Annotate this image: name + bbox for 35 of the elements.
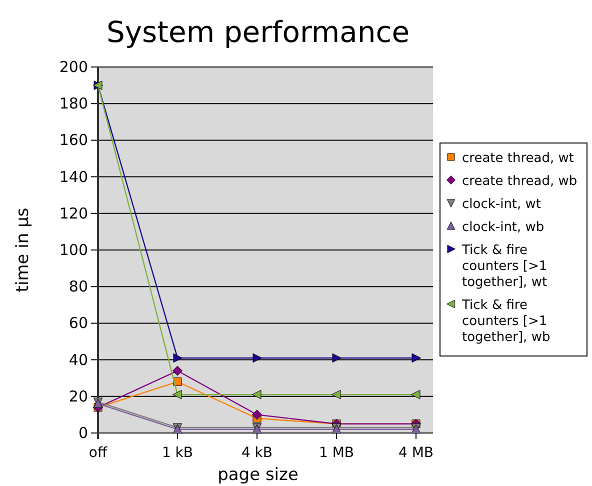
y-tick-label: 120 <box>59 204 88 222</box>
y-tick-label: 0 <box>78 424 88 442</box>
x-axis-title: page size <box>218 465 298 485</box>
y-tick-label: 80 <box>68 278 88 296</box>
y-axis-title: time in µs <box>13 208 33 292</box>
legend-label: create thread, wb <box>462 174 578 189</box>
legend-label: clock-int, wt <box>462 197 542 212</box>
y-tick-label: 40 <box>68 350 88 369</box>
legend-label: Tick & fire counters [>1 together], wt <box>461 243 548 290</box>
point <box>173 353 183 363</box>
point <box>412 353 422 363</box>
point <box>252 353 262 363</box>
y-tick-label: 60 <box>68 314 88 332</box>
y-tick-label: 160 <box>59 131 88 150</box>
point <box>331 390 341 400</box>
point <box>410 390 420 400</box>
x-tick-label: 1 kB <box>162 445 194 461</box>
point <box>252 390 262 400</box>
x-tick-label: 4 kB <box>241 445 273 461</box>
x-tick-label: 1 MB <box>318 445 354 461</box>
point <box>332 353 342 363</box>
legend-label: Tick & fire counters [>1 together], wb <box>461 298 550 345</box>
y-tick-label: 200 <box>59 58 88 76</box>
legend-label: clock-int, wb <box>462 220 544 235</box>
point <box>252 410 262 420</box>
point <box>172 390 182 400</box>
legend-label: create thread, wt <box>462 151 574 166</box>
point <box>172 366 183 376</box>
y-tick-label: 20 <box>68 387 88 406</box>
x-tick-label: off <box>88 445 108 461</box>
y-tick-label: 140 <box>59 168 88 186</box>
y-tick-label: 100 <box>59 241 88 259</box>
y-tick-label: 180 <box>59 94 88 113</box>
x-tick-label: 4 MB <box>398 445 434 461</box>
chart-title: System performance <box>106 15 410 49</box>
